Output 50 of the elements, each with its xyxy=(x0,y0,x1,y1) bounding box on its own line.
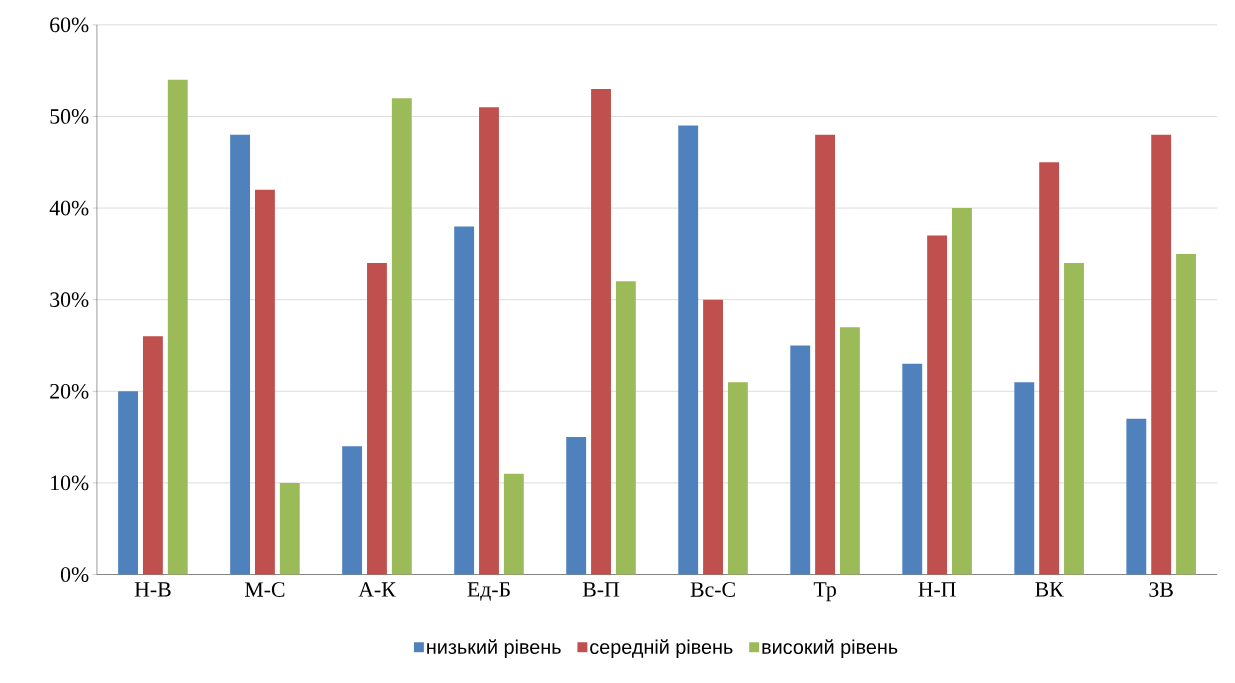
bar xyxy=(1064,263,1084,575)
bar xyxy=(279,482,300,575)
bar xyxy=(703,299,723,575)
bar xyxy=(342,446,363,575)
bar xyxy=(1126,418,1147,575)
y-tick-label: 10% xyxy=(51,475,89,491)
bar xyxy=(1039,162,1060,575)
y-tick-label: 40% xyxy=(49,200,89,216)
bar xyxy=(1176,253,1196,575)
bar xyxy=(615,281,636,575)
bar xyxy=(815,134,836,575)
bar xyxy=(902,363,923,575)
y-tick-label: 30% xyxy=(50,292,89,308)
bar xyxy=(727,382,748,575)
bar xyxy=(454,226,475,575)
x-tick-label: В-П xyxy=(582,582,620,597)
y-tick-label: 20% xyxy=(50,383,89,399)
bar xyxy=(678,125,699,575)
x-tick-label: ЗВ xyxy=(1149,582,1173,597)
x-tick-label: Н-П xyxy=(918,582,956,597)
x-tick-label: Тр xyxy=(813,582,836,602)
bar xyxy=(479,107,499,575)
bar xyxy=(927,235,948,575)
bar xyxy=(566,437,587,575)
legend-label: низький рівень xyxy=(427,639,561,659)
bar xyxy=(790,345,811,575)
bar xyxy=(952,208,972,575)
legend-label: середній рівень xyxy=(590,639,733,659)
bar xyxy=(1151,134,1172,575)
bar xyxy=(142,336,163,575)
x-tick-label: Н-В xyxy=(134,582,171,597)
bar xyxy=(118,391,138,575)
bar xyxy=(503,473,524,575)
bar xyxy=(230,134,251,575)
bar xyxy=(591,89,611,575)
x-tick-label: Вс-С xyxy=(690,582,735,597)
x-tick-label: А-К xyxy=(358,582,396,597)
bar xyxy=(167,79,188,575)
bar xyxy=(367,263,387,575)
bar xyxy=(391,98,412,575)
y-tick-label: 0% xyxy=(60,567,89,582)
legend-label: високий рівень xyxy=(762,639,898,659)
y-tick-label: 50% xyxy=(50,109,89,124)
bar xyxy=(1014,382,1035,575)
y-tick-label: 60% xyxy=(50,17,89,33)
x-tick-label: ВК xyxy=(1035,582,1064,597)
x-tick-label: Ед-Б xyxy=(467,582,510,601)
x-tick-label: М-С xyxy=(244,582,285,597)
bar xyxy=(255,189,275,575)
bar xyxy=(839,327,860,575)
